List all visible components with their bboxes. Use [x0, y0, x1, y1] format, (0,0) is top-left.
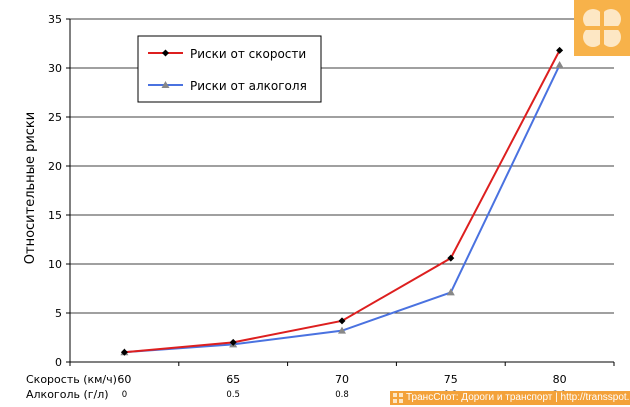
- x-tick-label: 70: [335, 373, 349, 386]
- legend: Риски от скорости Риски от алкоголя: [137, 35, 322, 103]
- data-point: [120, 348, 128, 356]
- x-axis-label-alcohol: Алкоголь (г/л): [26, 388, 109, 401]
- series-line: [124, 64, 561, 354]
- y-tick-label: 25: [48, 111, 62, 124]
- transspot-small-icon: [393, 393, 403, 403]
- legend-label-speed: Риски от скорости: [190, 47, 306, 61]
- watermark-banner: ТрансСпот: Дороги и транспорт | http://t…: [390, 391, 630, 405]
- legend-marker-alcohol: [161, 81, 170, 88]
- x-tick-label: 80: [553, 373, 567, 386]
- data-point: [447, 254, 455, 262]
- y-tick-label: 30: [48, 62, 62, 75]
- y-tick-label: 10: [48, 258, 62, 271]
- series-lines: [120, 46, 564, 356]
- y-tick-label: 15: [48, 209, 62, 222]
- legend-label-alcohol: Риски от алкоголя: [190, 79, 307, 93]
- x-tick-label: 0.8: [335, 390, 349, 400]
- data-point: [338, 317, 346, 325]
- y-tick-label: 5: [55, 307, 62, 320]
- x-tick-label: 65: [226, 373, 240, 386]
- x-tick-label: 0.5: [226, 390, 240, 400]
- data-point: [446, 288, 455, 296]
- data-point: [555, 61, 564, 69]
- x-tick-label: 0: [122, 390, 127, 400]
- legend-box: [137, 35, 322, 103]
- y-tick-label: 20: [48, 160, 62, 173]
- x-axis-label-speed: Скорость (км/ч): [26, 373, 117, 386]
- data-point: [556, 46, 564, 54]
- x-tick-label: 75: [444, 373, 458, 386]
- transspot-logo-icon: [574, 0, 630, 56]
- plot-area-frame: [69, 19, 614, 363]
- x-tick-label: 60: [117, 373, 131, 386]
- data-point: [338, 326, 346, 334]
- y-axis-ticks: 0 5 10 15 20 25 30 35: [48, 13, 70, 369]
- data-point: [229, 338, 237, 346]
- y-tick-label: 35: [48, 13, 62, 26]
- y-axis-label: Относительные риски: [23, 112, 38, 264]
- y-tick-label: 0: [55, 356, 62, 369]
- legend-marker-speed: [162, 49, 169, 57]
- watermark-text: ТрансСпот: Дороги и транспорт | http://t…: [406, 392, 630, 403]
